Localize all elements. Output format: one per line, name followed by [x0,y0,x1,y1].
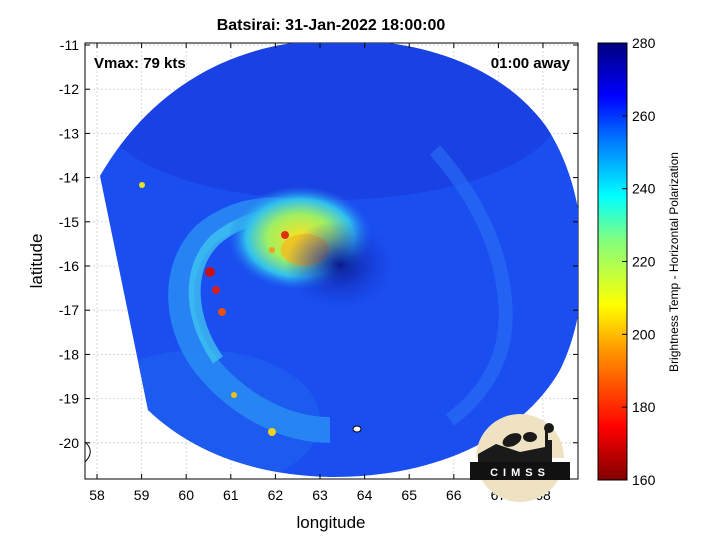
x-tick-label: 65 [401,487,417,503]
y-axis-label: latitude [27,234,46,289]
y-tick-label: -18 [59,346,79,362]
x-tick-label: 63 [312,487,328,503]
y-tick-label: -16 [59,258,79,274]
x-tick-label: 62 [268,487,284,503]
colorbar-tick-label: 200 [632,326,656,342]
colorbar-label: Brightness Temp - Horizontal Polarizatio… [667,152,681,372]
x-tick-label: 66 [446,487,462,503]
x-tick-label: 58 [89,487,105,503]
y-tick-label: -20 [59,435,79,451]
cimss-logo: CIMSS [470,414,570,502]
x-tick-label: 61 [223,487,239,503]
y-tick-label: -13 [59,125,79,141]
x-tick-label: 60 [178,487,194,503]
y-tick-label: -14 [59,170,79,186]
y-tick-label: -12 [59,81,79,97]
x-axis-ticks: 5859606162636465666768 [89,43,551,503]
colorbar-tick-label: 180 [632,399,656,415]
colorbar-tick-label: 260 [632,108,656,124]
y-axis-ticks: -11 -12 -13 -14 -15 -16 -17 -18 -19 -20 [59,37,578,451]
colorbar-tick-label: 160 [632,472,656,488]
cimss-logo-text: CIMSS [490,467,550,479]
colorbar-tick-label: 280 [632,35,656,51]
x-tick-label: 59 [134,487,150,503]
colorbar-ticks: 280 260 240 220 200 180 160 [622,35,656,488]
vmax-label: Vmax: 79 kts [94,55,186,72]
away-label: 01:00 away [491,55,571,72]
y-tick-label: -19 [59,391,79,407]
colorbar-tick-label: 240 [632,181,656,197]
y-tick-label: -11 [60,37,79,53]
map-title: Batsirai: 31-Jan-2022 18:00:00 [217,17,446,34]
colorbar-tick-label: 220 [632,254,656,270]
y-tick-label: -17 [59,302,79,318]
y-tick-label: -15 [59,214,79,230]
x-tick-label: 64 [357,487,373,503]
x-axis-label: longitude [296,513,365,532]
